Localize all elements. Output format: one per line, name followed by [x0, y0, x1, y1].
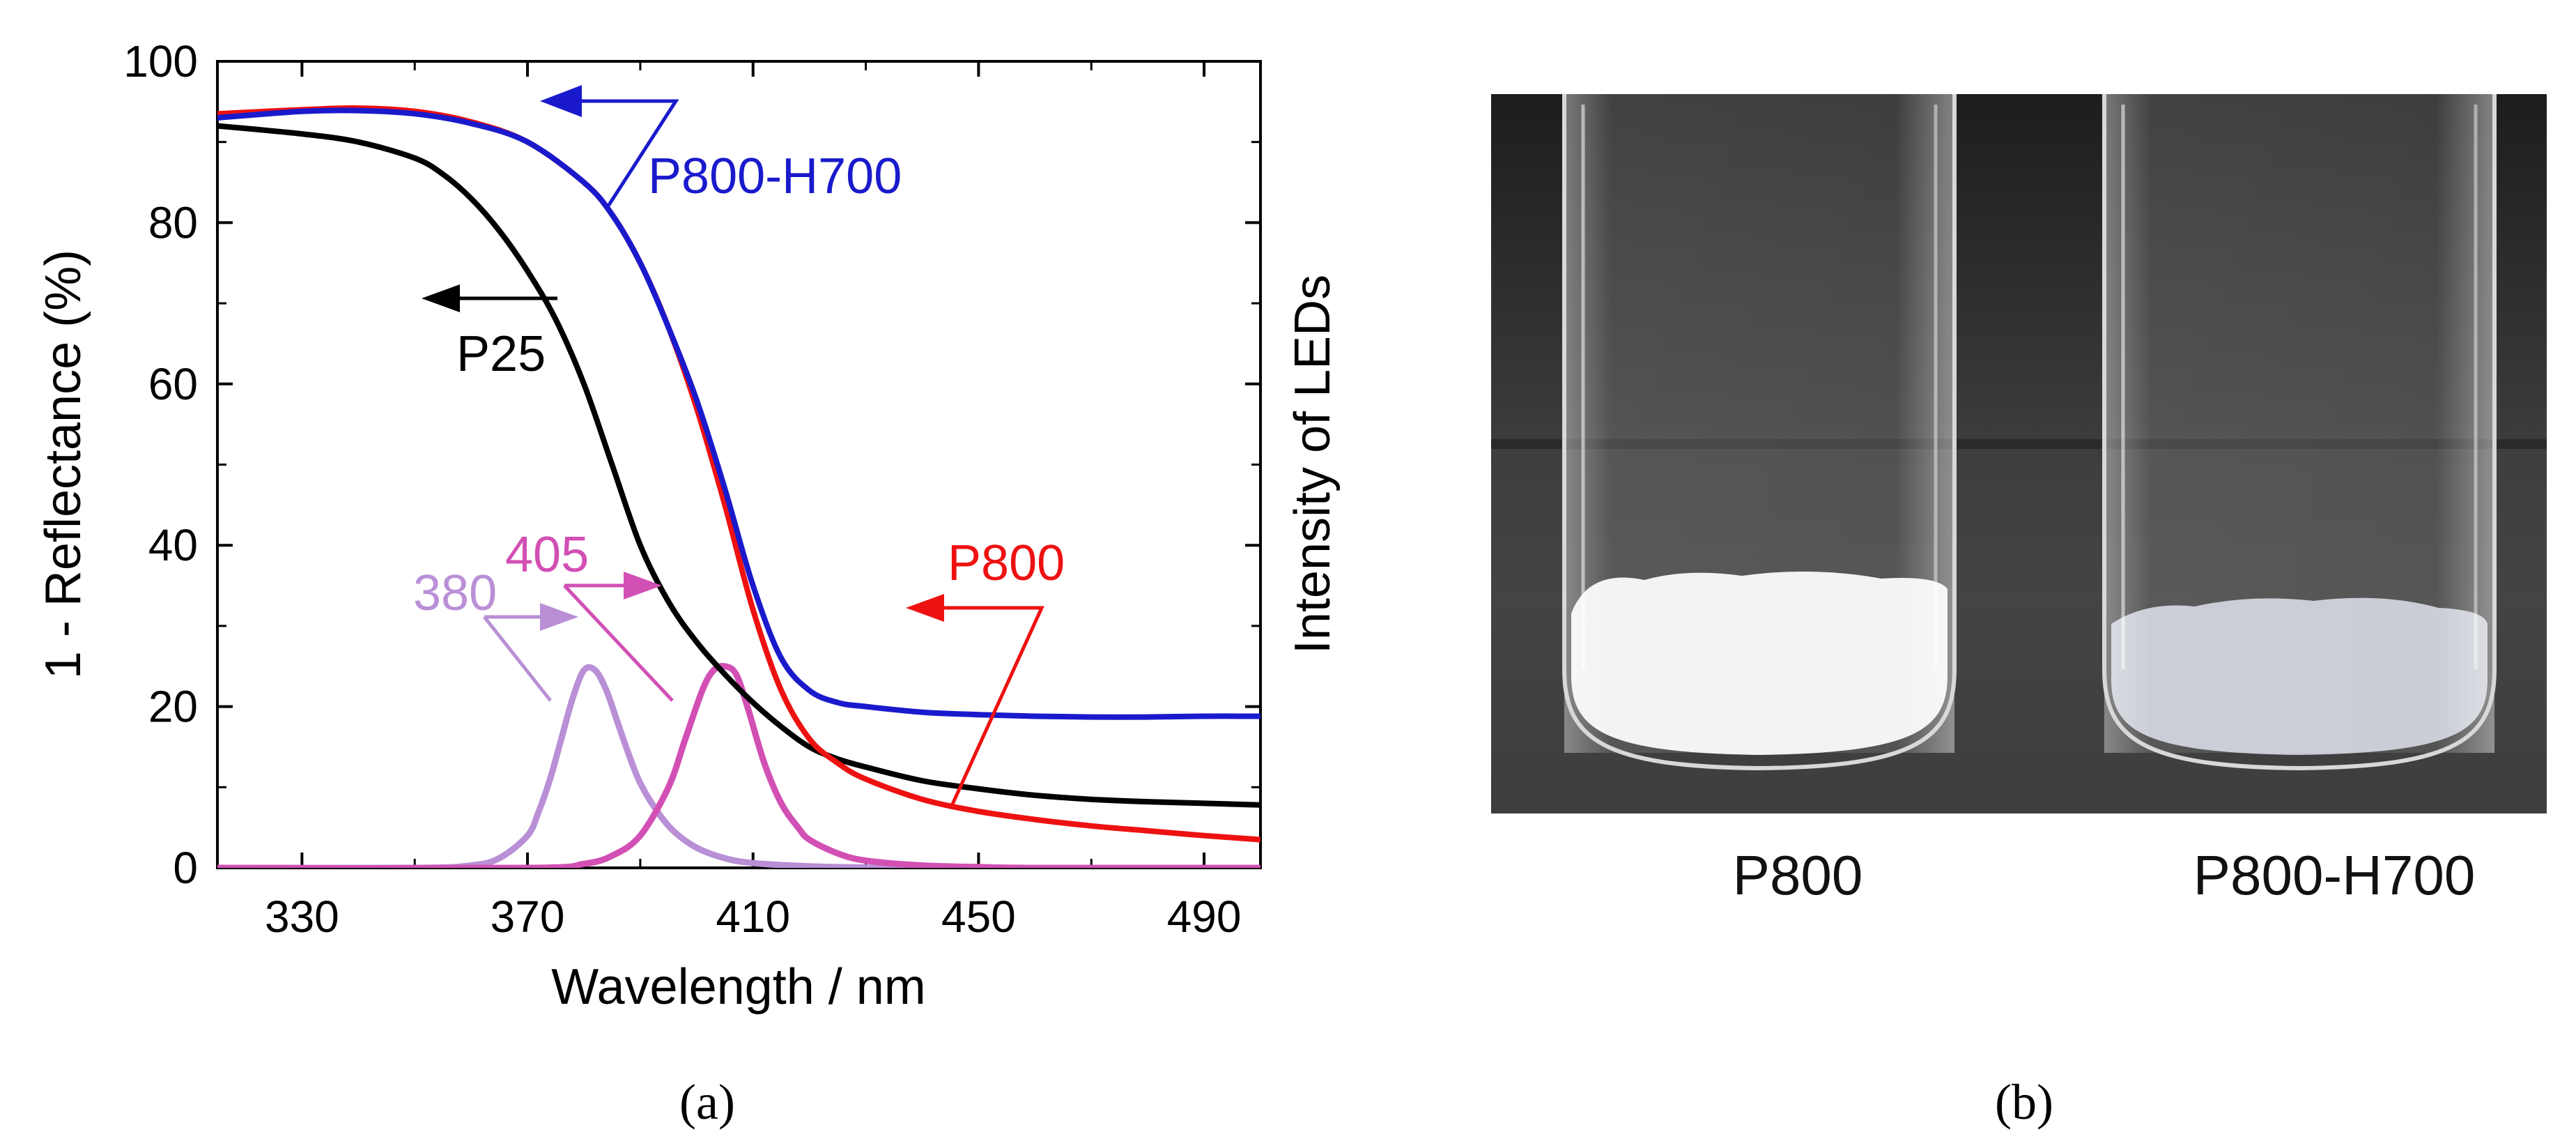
x-tick-label: 450 — [941, 892, 1016, 942]
panel-a-label: (a) — [679, 1074, 735, 1130]
led380-arrowhead — [540, 603, 578, 631]
y-tick-label: 100 — [123, 36, 198, 86]
panel-b-label: (b) — [1995, 1074, 2053, 1130]
vial-right-outline — [2102, 94, 2497, 771]
series-line-p25 — [217, 123, 1260, 808]
y-axis-title: 1 - Reflectance (%) — [36, 250, 91, 679]
vial-right-glass — [2104, 94, 2494, 753]
y-tick-label: 80 — [148, 197, 198, 247]
vial-left-outline — [1562, 94, 1957, 771]
axis-tick-labels: 330 370 410 450 490 0 20 40 60 80 100 — [123, 36, 1241, 942]
series-group — [217, 105, 1260, 868]
annotation-405: 405 — [505, 527, 589, 583]
annotation-p25: P25 — [456, 326, 546, 382]
series-line-380 — [217, 664, 1260, 868]
y2-axis-title: Intensity of LEDs — [1285, 275, 1341, 654]
series-line-405 — [217, 662, 1260, 868]
x-axis-title: Wavelength / nm — [551, 959, 926, 1015]
plot-frame — [216, 60, 1262, 869]
p800-h700-arrow — [564, 99, 679, 211]
series-line-p800-h700 — [217, 107, 1260, 720]
p25-arrowhead — [422, 284, 460, 312]
x-tick-label: 490 — [1167, 892, 1242, 942]
x-tick-label: 330 — [265, 892, 339, 942]
vial-left — [1562, 94, 1957, 771]
vials-photo: P800 P800-H700 (b) — [1491, 94, 2547, 1130]
y-tick-label: 0 — [173, 843, 198, 893]
vial-right-label: P800-H700 — [2193, 844, 2476, 906]
reflectance-chart: 330 370 410 450 490 0 20 40 60 80 100 Wavelength /… — [36, 36, 1341, 1130]
led405-arrowhead — [624, 572, 662, 599]
vial-left-glass — [1564, 94, 1954, 753]
annotation-arrows — [422, 85, 1044, 809]
x-tick-label: 410 — [716, 892, 790, 942]
p800-arrowhead — [906, 594, 944, 622]
led380-arrow — [483, 615, 552, 702]
annotation-p800-h700: P800-H700 — [648, 148, 902, 204]
y-tick-label: 60 — [148, 359, 198, 409]
y-tick-label: 40 — [148, 520, 198, 570]
vial-left-label: P800 — [1733, 844, 1863, 906]
annotation-p800: P800 — [948, 535, 1065, 591]
vial-right — [2102, 94, 2497, 771]
y-tick-label: 20 — [148, 682, 198, 732]
annotation-380: 380 — [413, 565, 497, 621]
p800-arrow — [934, 606, 1044, 809]
x-tick-label: 370 — [491, 892, 565, 942]
p800-h700-arrowhead — [540, 85, 582, 117]
